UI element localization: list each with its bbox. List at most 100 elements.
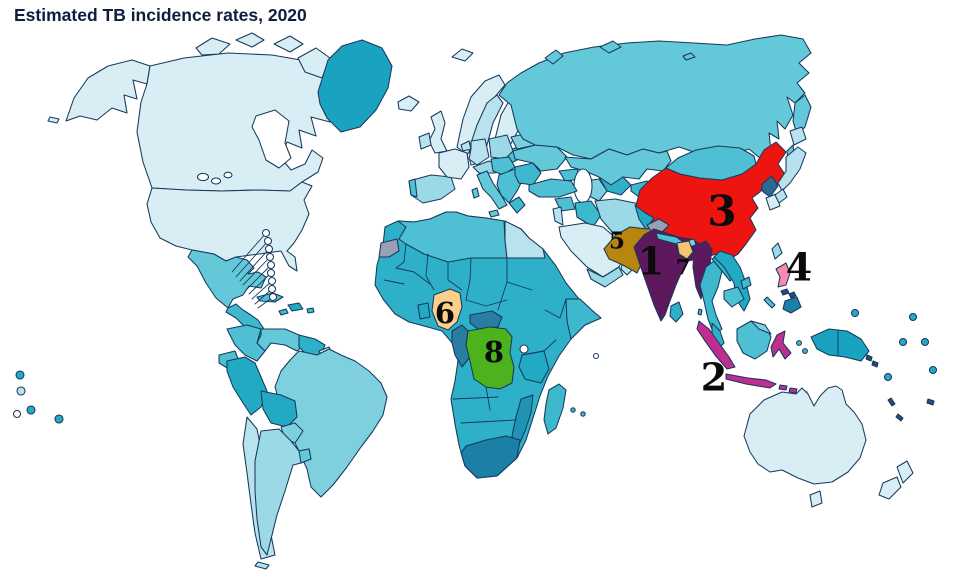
chart-title: Estimated TB incidence rates, 2020 <box>14 5 307 25</box>
region-philippines-mindanao <box>782 296 802 314</box>
region-peru <box>226 356 268 416</box>
region-ghana-coast <box>417 302 431 320</box>
region-solomons-1 <box>865 354 873 362</box>
region-kamchatka <box>792 94 812 136</box>
region-italy <box>476 170 508 210</box>
region-france <box>438 148 470 180</box>
region-greenland <box>317 39 393 133</box>
region-tasmania <box>809 490 823 508</box>
callout-circle <box>266 268 276 278</box>
region-pacific-isle <box>908 312 918 322</box>
region-pacific-isle <box>920 337 930 347</box>
region-palawan <box>763 296 776 309</box>
callout-circle <box>263 236 273 246</box>
region-bolivia <box>260 390 298 428</box>
region-bangladesh <box>676 240 694 260</box>
lake-victoria <box>519 344 529 354</box>
region-germany <box>468 138 490 166</box>
region-sardinia <box>471 187 480 199</box>
rank-labels: 1 2 3 4 5 6 7 8 <box>435 187 812 400</box>
callout-circle <box>266 260 276 270</box>
rank-label-china: 3 <box>707 187 736 236</box>
region-fiji <box>926 398 935 406</box>
region-mexico <box>187 249 267 309</box>
region-poland <box>488 134 514 160</box>
region-pacific-isle-west <box>16 386 26 396</box>
region-algeria-libya <box>397 211 508 263</box>
continent-oceania <box>12 308 938 508</box>
region-japan-kyushu <box>774 188 788 204</box>
caspian-sea <box>573 168 593 204</box>
region-venezuela <box>256 328 308 352</box>
region-pacific-isle <box>928 365 938 375</box>
region-uk <box>428 110 448 154</box>
region-lesser-sunda-2 <box>788 387 798 394</box>
rank-label-dr-congo: 8 <box>484 335 504 369</box>
continent-north-america <box>47 32 420 343</box>
callout-circle <box>267 276 277 286</box>
region-cambodia <box>723 286 745 308</box>
region-maluku-2 <box>802 348 808 354</box>
callout-circle <box>268 292 278 302</box>
region-puerto-rico <box>306 307 315 314</box>
region-jamaica <box>278 308 289 316</box>
region-andaman <box>697 308 703 316</box>
region-arctic-island-3 <box>273 35 304 53</box>
continent-europe <box>408 48 568 218</box>
region-arctic-island-east <box>682 52 696 61</box>
region-ireland <box>418 132 432 150</box>
hudson-bay <box>251 109 292 169</box>
region-maritime-se-asia <box>696 262 879 397</box>
rank-label-nigeria: 6 <box>435 296 455 330</box>
region-greece <box>508 196 526 214</box>
region-pacific-isle-west <box>12 409 22 419</box>
region-hainan <box>740 276 752 290</box>
region-north-korea <box>761 175 779 198</box>
callout-circle <box>267 284 277 294</box>
region-portugal <box>408 178 418 198</box>
continent-asia <box>603 126 807 350</box>
region-tierra-del-fuego <box>254 561 270 570</box>
region-new-guinea <box>810 328 870 362</box>
caribbean-callouts <box>231 228 278 309</box>
region-novaya-zemlya-2 <box>599 40 622 54</box>
region-western-sahara <box>378 238 400 258</box>
region-madagascar <box>543 383 567 435</box>
rank-label-bangladesh: 7 <box>676 255 691 280</box>
region-lesser-sunda-1 <box>778 384 788 391</box>
region-spain <box>408 174 456 204</box>
region-svalbard <box>451 48 474 62</box>
region-borneo-north <box>750 320 772 335</box>
region-vanuatu <box>895 413 904 422</box>
region-japan-honshu <box>777 146 807 192</box>
region-nigeria <box>431 288 463 331</box>
rank-label-philippines: 4 <box>786 245 812 290</box>
region-hispaniola <box>287 302 304 312</box>
region-solomons-2 <box>871 360 879 368</box>
region-pacific-isle <box>883 372 893 382</box>
region-comoros <box>570 407 576 413</box>
region-pacific-isle <box>850 308 860 318</box>
region-novaya-zemlya-1 <box>544 49 564 65</box>
region-indian-ocean-isle <box>592 352 600 360</box>
rank-label-indonesia: 2 <box>701 355 727 400</box>
region-yemen <box>586 266 624 288</box>
region-sri-lanka <box>669 301 684 323</box>
region-mauritius <box>580 411 586 417</box>
region-taiwan <box>771 242 783 260</box>
region-argentina <box>254 428 312 556</box>
region-philippines-luzon <box>775 262 791 288</box>
region-central-african-republic <box>469 310 503 330</box>
region-new-caledonia <box>887 397 896 407</box>
region-turkey <box>528 178 578 198</box>
region-alaska <box>65 59 151 122</box>
region-arctic-island-1 <box>195 37 231 56</box>
region-somalia <box>565 298 602 340</box>
region-new-zealand-north <box>896 460 914 484</box>
rank-label-pakistan: 5 <box>609 228 625 255</box>
region-levant <box>552 206 564 226</box>
continent-africa <box>374 211 602 479</box>
region-pacific-isle-west <box>54 414 64 424</box>
